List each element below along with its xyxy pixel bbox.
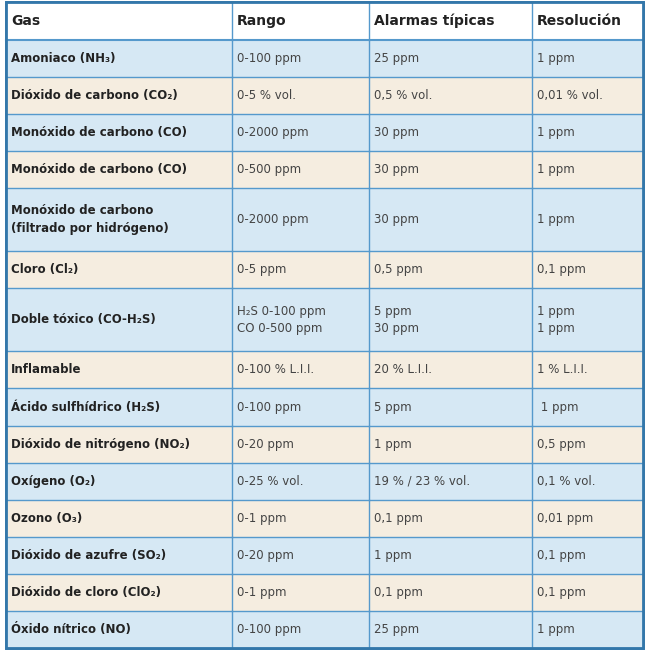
Text: Inflamable: Inflamable (11, 363, 82, 376)
Text: 0-1 ppm: 0-1 ppm (237, 586, 287, 599)
Text: Resolución: Resolución (537, 14, 622, 28)
Text: Monóxido de carbono: Monóxido de carbono (11, 205, 153, 218)
Text: 1 % L.I.I.: 1 % L.I.I. (537, 363, 587, 376)
Text: 1 ppm: 1 ppm (537, 213, 574, 226)
Bar (6, 2, 643, 40)
Text: H₂S 0-100 ppm: H₂S 0-100 ppm (237, 305, 326, 318)
Text: 0-100 % L.I.I.: 0-100 % L.I.I. (237, 363, 314, 376)
Text: Rango: Rango (237, 14, 287, 28)
Text: 0,1 ppm: 0,1 ppm (537, 263, 585, 276)
Text: 1 ppm: 1 ppm (374, 549, 412, 562)
Text: 1 ppm: 1 ppm (537, 52, 574, 65)
Text: 0-500 ppm: 0-500 ppm (237, 163, 301, 176)
Text: 0-100 ppm: 0-100 ppm (237, 400, 301, 413)
Text: 0,1 ppm: 0,1 ppm (537, 586, 585, 599)
Bar (6, 289, 643, 352)
Text: 0-20 ppm: 0-20 ppm (237, 549, 294, 562)
Bar (6, 537, 643, 574)
Bar (6, 574, 643, 611)
Text: 30 ppm: 30 ppm (374, 322, 419, 335)
Text: 0,1 ppm: 0,1 ppm (374, 512, 423, 525)
Bar (6, 252, 643, 289)
Text: 1 ppm: 1 ppm (537, 305, 574, 318)
Text: 25 ppm: 25 ppm (374, 52, 419, 65)
Text: Ácido sulfhídrico (H₂S): Ácido sulfhídrico (H₂S) (11, 400, 160, 413)
Text: Doble tóxico (CO-H₂S): Doble tóxico (CO-H₂S) (11, 313, 156, 326)
Text: 0,5 ppm: 0,5 ppm (374, 263, 423, 276)
Bar (6, 611, 643, 648)
Text: 20 % L.I.I.: 20 % L.I.I. (374, 363, 432, 376)
Text: 0-100 ppm: 0-100 ppm (237, 52, 301, 65)
Bar (6, 114, 643, 151)
Text: 5 ppm: 5 ppm (374, 400, 411, 413)
Text: 0-1 ppm: 0-1 ppm (237, 512, 287, 525)
Text: 1 ppm: 1 ppm (537, 400, 578, 413)
Bar (6, 426, 643, 463)
Text: 30 ppm: 30 ppm (374, 213, 419, 226)
Bar (6, 40, 643, 77)
Text: 30 ppm: 30 ppm (374, 163, 419, 176)
Bar (6, 77, 643, 114)
Text: 0-2000 ppm: 0-2000 ppm (237, 213, 309, 226)
Text: Gas: Gas (11, 14, 40, 28)
Text: Dióxido de carbono (CO₂): Dióxido de carbono (CO₂) (11, 89, 178, 102)
Text: 30 ppm: 30 ppm (374, 126, 419, 139)
Text: Monóxido de carbono (CO): Monóxido de carbono (CO) (11, 126, 187, 139)
Text: 5 ppm: 5 ppm (374, 305, 411, 318)
Text: Alarmas típicas: Alarmas típicas (374, 14, 495, 28)
Bar (6, 352, 643, 389)
Text: (filtrado por hidrógeno): (filtrado por hidrógeno) (11, 222, 169, 235)
Text: Oxígeno (O₂): Oxígeno (O₂) (11, 474, 95, 488)
Text: 0,5 % vol.: 0,5 % vol. (374, 89, 432, 102)
Bar (6, 151, 643, 188)
Text: 0-20 ppm: 0-20 ppm (237, 437, 294, 450)
Text: 1 ppm: 1 ppm (537, 322, 574, 335)
Text: 0-5 % vol.: 0-5 % vol. (237, 89, 296, 102)
Text: 0-5 ppm: 0-5 ppm (237, 263, 286, 276)
Text: 25 ppm: 25 ppm (374, 623, 419, 636)
Text: 1 ppm: 1 ppm (374, 437, 412, 450)
Text: 0-25 % vol.: 0-25 % vol. (237, 474, 304, 488)
Text: 0,1 ppm: 0,1 ppm (374, 586, 423, 599)
Text: Amoniaco (NH₃): Amoniaco (NH₃) (11, 52, 116, 65)
Bar (6, 463, 643, 500)
Bar (6, 188, 643, 252)
Text: 1 ppm: 1 ppm (537, 126, 574, 139)
Text: 0,01 ppm: 0,01 ppm (537, 512, 593, 525)
Text: 1 ppm: 1 ppm (537, 623, 574, 636)
Bar (6, 389, 643, 426)
Text: Dióxido de cloro (ClO₂): Dióxido de cloro (ClO₂) (11, 586, 161, 599)
Text: 1 ppm: 1 ppm (537, 163, 574, 176)
Text: 0-100 ppm: 0-100 ppm (237, 623, 301, 636)
Text: Dióxido de azufre (SO₂): Dióxido de azufre (SO₂) (11, 549, 166, 562)
Bar (6, 500, 643, 537)
Text: 0,5 ppm: 0,5 ppm (537, 437, 585, 450)
Text: Cloro (Cl₂): Cloro (Cl₂) (11, 263, 79, 276)
Text: Ozono (O₃): Ozono (O₃) (11, 512, 82, 525)
Text: 0,1 ppm: 0,1 ppm (537, 549, 585, 562)
Text: 0,01 % vol.: 0,01 % vol. (537, 89, 602, 102)
Text: Dióxido de nitrógeno (NO₂): Dióxido de nitrógeno (NO₂) (11, 437, 190, 450)
Text: Monóxido de carbono (CO): Monóxido de carbono (CO) (11, 163, 187, 176)
Text: 19 % / 23 % vol.: 19 % / 23 % vol. (374, 474, 471, 488)
Text: Óxido nítrico (NO): Óxido nítrico (NO) (11, 623, 131, 636)
Text: 0-2000 ppm: 0-2000 ppm (237, 126, 309, 139)
Text: 0,1 % vol.: 0,1 % vol. (537, 474, 595, 488)
Text: CO 0-500 ppm: CO 0-500 ppm (237, 322, 323, 335)
